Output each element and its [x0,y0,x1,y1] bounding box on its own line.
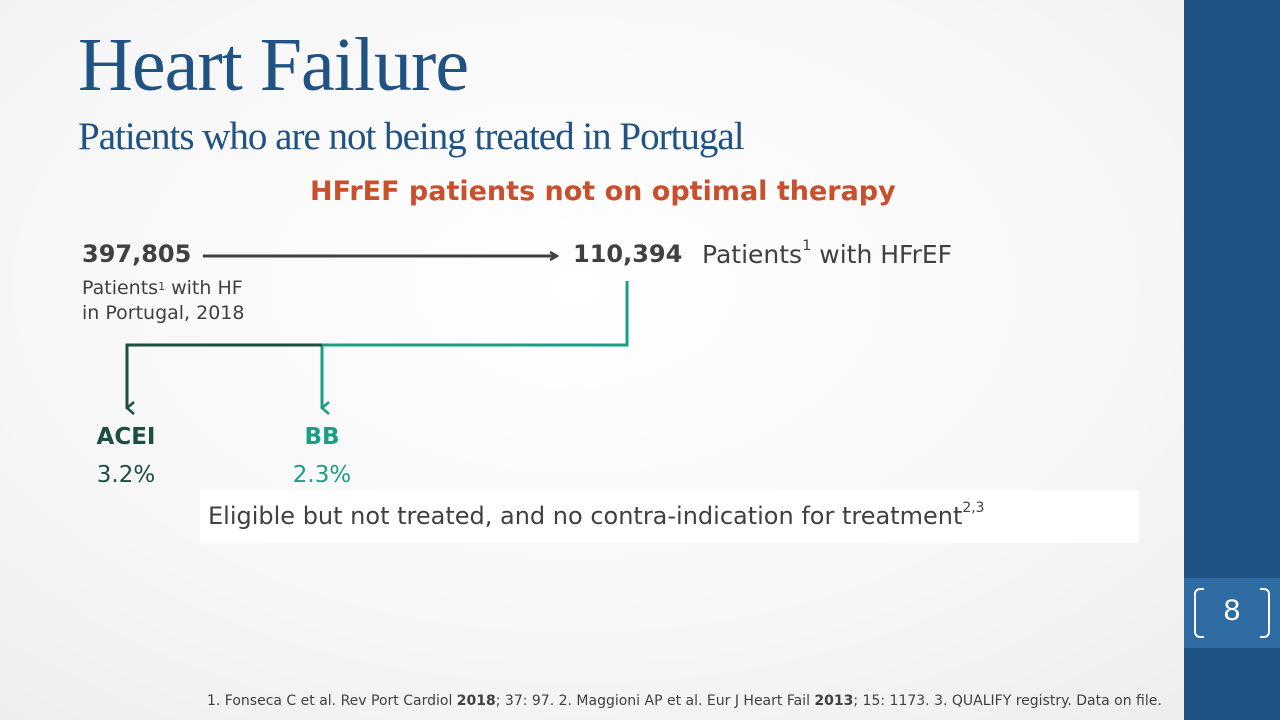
total-patients-label: Patients1 with HF in Portugal, 2018 [82,277,245,324]
hfref-patients-value: 110,394 [573,240,683,268]
bb-percentage: 2.3% [292,462,352,488]
right-bracket-icon [1260,588,1270,638]
hfref-to-bb-connector [322,281,629,347]
diagram-heading: HFrEF patients not on optimal therapy [310,176,896,207]
acei-arrow [125,343,322,415]
total-patients-value: 397,805 [82,240,192,268]
acei-label: ACEI [96,424,156,450]
hfref-patients-label: Patients1 with HFrEF [702,238,953,269]
flow-arrows [125,0,629,415]
acei-percentage: 3.2% [96,462,156,488]
eligibility-note: Eligible but not treated, and no contra-… [200,490,1139,543]
slide-subtitle: Patients who are not being treated in Po… [78,115,745,158]
references-footnote: 1. Fonseca C et al. Rev Port Cardiol 201… [207,693,1162,709]
slide-title: Heart Failure [78,23,469,107]
page-number: 8 [1223,594,1241,627]
left-bracket-icon [1194,588,1204,638]
bb-label: BB [304,424,340,450]
page-number-box: 8 [1184,578,1280,648]
